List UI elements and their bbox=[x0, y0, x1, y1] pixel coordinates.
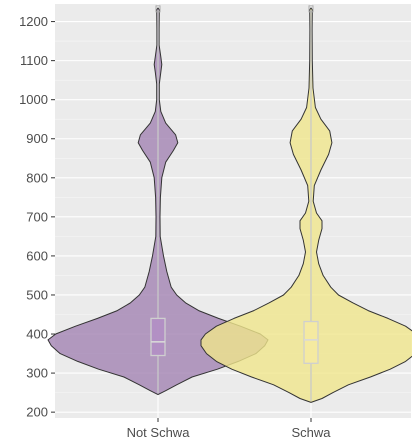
x-tick-label: Not Schwa bbox=[127, 425, 191, 440]
box-plots bbox=[150, 5, 319, 402]
y-tick-label: 700 bbox=[26, 209, 48, 224]
y-tick-label: 500 bbox=[26, 287, 48, 302]
x-axis-ticks bbox=[157, 418, 312, 422]
y-axis-labels: 200 300 400 500 600 700 800 900 1000 1100 1200 bbox=[19, 14, 48, 420]
y-tick-label: 1100 bbox=[20, 53, 48, 68]
y-tick-label: 200 bbox=[26, 405, 48, 420]
y-axis-ticks bbox=[51, 21, 55, 413]
box-iqr bbox=[303, 320, 319, 364]
y-tick-label: 300 bbox=[26, 366, 48, 381]
y-tick-label: 600 bbox=[26, 248, 48, 263]
outlier-marker bbox=[155, 5, 161, 13]
y-tick-label: 900 bbox=[26, 131, 48, 146]
x-axis-labels: Not Schwa Schwa bbox=[127, 425, 332, 440]
y-tick-label: 800 bbox=[26, 170, 48, 185]
y-tick-label: 1200 bbox=[19, 14, 48, 29]
outlier-marker bbox=[308, 5, 314, 13]
y-tick-label: 1000 bbox=[19, 92, 48, 107]
x-tick-label: Schwa bbox=[291, 425, 331, 440]
box-iqr bbox=[150, 317, 166, 357]
y-tick-label: 400 bbox=[26, 327, 48, 342]
